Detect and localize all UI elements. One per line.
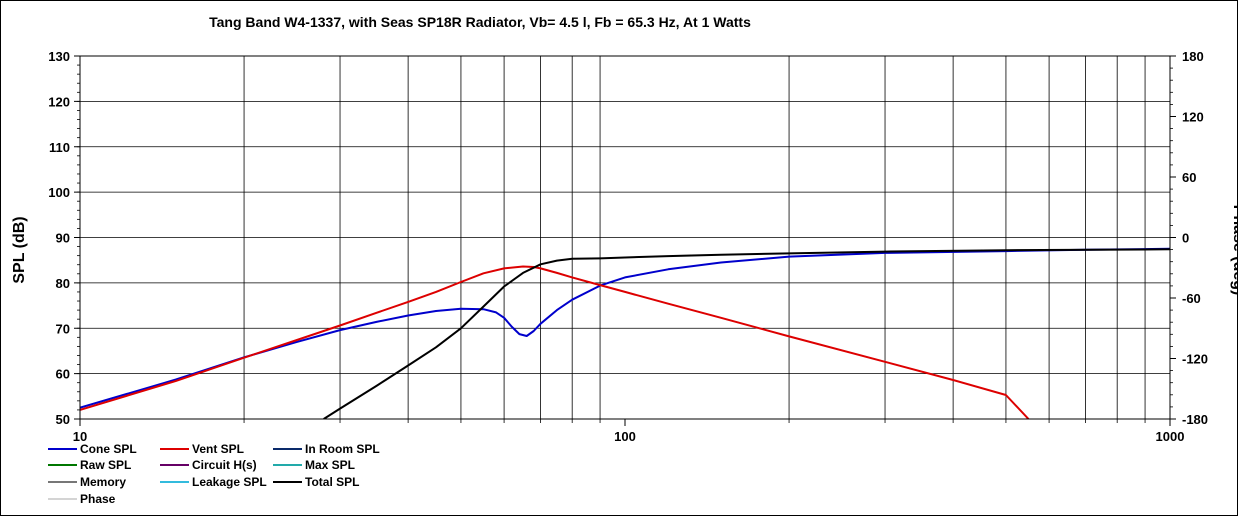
chart-title: Tang Band W4-1337, with Seas SP18R Radia… <box>209 14 751 30</box>
legend-item-in-room-spl: In Room SPL <box>273 442 380 456</box>
legend-label: Max SPL <box>305 458 355 472</box>
legend-label: Circuit H(s) <box>192 458 257 472</box>
y-tick-label: 60 <box>56 367 70 382</box>
legend-item-memory: Memory <box>48 475 126 489</box>
y2-tick-label: 0 <box>1182 231 1189 246</box>
y2-axis-ticks: 180 120 60 0 -60 -120 -180 <box>1170 49 1208 427</box>
grid-lines <box>80 55 1170 420</box>
legend-label: In Room SPL <box>305 442 380 456</box>
legend-item-vent-spl: Vent SPL <box>160 442 244 456</box>
legend-item-leakage-spl: Leakage SPL <box>160 475 267 489</box>
legend-label: Memory <box>80 475 126 489</box>
legend-label: Cone SPL <box>80 442 137 456</box>
series-line-vent-spl <box>80 265 1030 419</box>
legend-label: Phase <box>80 492 116 506</box>
legend-label: Leakage SPL <box>192 475 267 489</box>
y-tick-label: 120 <box>48 94 70 109</box>
y-tick-label: 90 <box>56 231 70 246</box>
x-axis-ticks: 10 100 1000 <box>73 419 1185 444</box>
y-tick-label: 70 <box>56 321 70 336</box>
legend-item-phase: Phase <box>48 492 116 506</box>
y2-tick-label: -60 <box>1182 291 1201 306</box>
y2-tick-label: 120 <box>1182 110 1204 125</box>
y-tick-label: 50 <box>56 412 70 427</box>
x-tick-label: 1000 <box>1156 429 1185 444</box>
series-line-total-spl <box>323 248 1170 419</box>
legend-item-total-spl: Total SPL <box>273 475 359 489</box>
y-axis-label: SPL (dB) <box>11 216 28 283</box>
legend-label: Total SPL <box>305 475 359 489</box>
legend-item-cone-spl: Cone SPL <box>48 442 137 456</box>
legend-item-raw-spl: Raw SPL <box>48 458 131 472</box>
y2-axis-label: Phase (deg) <box>1230 205 1238 296</box>
legend: Cone SPL Vent SPL In Room SPL Raw SPL Circui… <box>48 442 380 506</box>
y-tick-label: 110 <box>49 140 70 155</box>
y2-tick-label: 60 <box>1182 170 1196 185</box>
x-tick-label: 10 <box>73 429 87 444</box>
y2-tick-label: -120 <box>1182 352 1208 367</box>
legend-label: Vent SPL <box>192 442 244 456</box>
y2-tick-label: 180 <box>1182 49 1204 64</box>
y-tick-label: 130 <box>48 49 70 64</box>
legend-label: Raw SPL <box>80 458 131 472</box>
series-curves <box>80 247 1170 419</box>
legend-item-max-spl: Max SPL <box>273 458 355 472</box>
series-line-cone-spl <box>80 247 1170 409</box>
y-tick-label: 100 <box>48 185 70 200</box>
y2-tick-label: -180 <box>1182 412 1208 427</box>
x-tick-label: 100 <box>614 429 636 444</box>
y-tick-label: 80 <box>56 276 70 291</box>
legend-item-circuit-h-s-: Circuit H(s) <box>160 458 257 472</box>
y-axis-ticks: 130 120 110 100 90 80 70 60 50 <box>48 49 80 427</box>
